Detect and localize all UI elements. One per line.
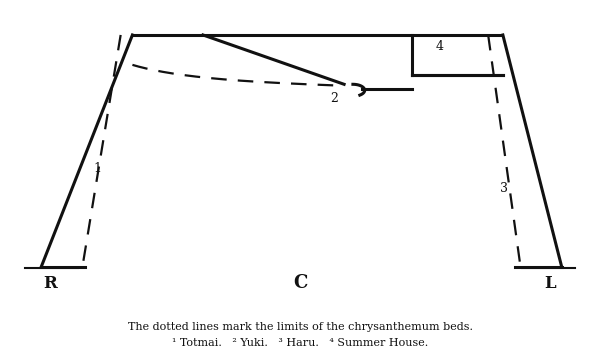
Text: ¹ Totmai.   ² Yuki.   ³ Haru.   ⁴ Summer House.: ¹ Totmai. ² Yuki. ³ Haru. ⁴ Summer House… [172, 338, 428, 348]
Text: L: L [544, 275, 556, 292]
Text: The dotted lines mark the limits of the chrysanthemum beds.: The dotted lines mark the limits of the … [128, 322, 473, 332]
Text: 1: 1 [93, 162, 101, 174]
Text: 4: 4 [435, 41, 443, 53]
Text: R: R [43, 275, 57, 292]
Text: 3: 3 [500, 183, 508, 195]
Text: C: C [293, 274, 307, 292]
Text: 2: 2 [331, 92, 338, 105]
